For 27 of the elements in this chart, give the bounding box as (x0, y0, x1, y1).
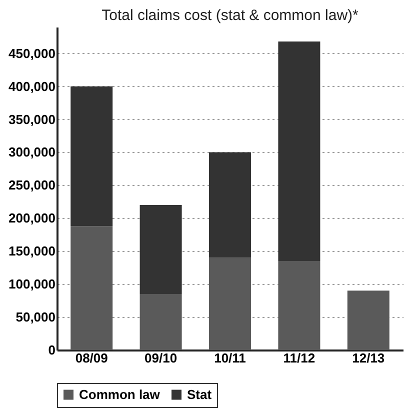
legend-label: Stat (187, 386, 212, 402)
bar (278, 42, 320, 262)
y-tick-label: 150,000 (8, 244, 56, 259)
x-tick-label: 09/10 (144, 350, 178, 366)
bar (70, 86, 113, 226)
x-tick-label: 11/12 (283, 350, 316, 366)
bar (278, 261, 320, 350)
y-tick-label: 400,000 (8, 78, 56, 94)
bar (70, 226, 113, 350)
y-tick-label: 200,000 (8, 210, 56, 226)
y-tick-label: 300,000 (8, 144, 56, 160)
x-tick-label: 08/09 (75, 350, 108, 366)
y-tick-label: 100,000 (8, 276, 56, 292)
y-tick-label: 0 (48, 342, 56, 358)
bar (140, 204, 182, 294)
legend-label: Common law (79, 386, 161, 402)
bar (209, 152, 251, 258)
y-tick-label: 250,000 (8, 178, 56, 193)
bar (347, 290, 390, 350)
bar (140, 294, 182, 350)
chart-title: Total claims cost (stat & common law)* (102, 7, 359, 24)
x-tick-label: 10/11 (214, 350, 246, 366)
y-tick-label: 50,000 (16, 310, 56, 325)
bar (209, 258, 251, 350)
y-tick-label: 450,000 (8, 46, 56, 61)
y-tick-label: 350,000 (8, 112, 56, 127)
x-tick-label: 12/13 (352, 350, 385, 366)
